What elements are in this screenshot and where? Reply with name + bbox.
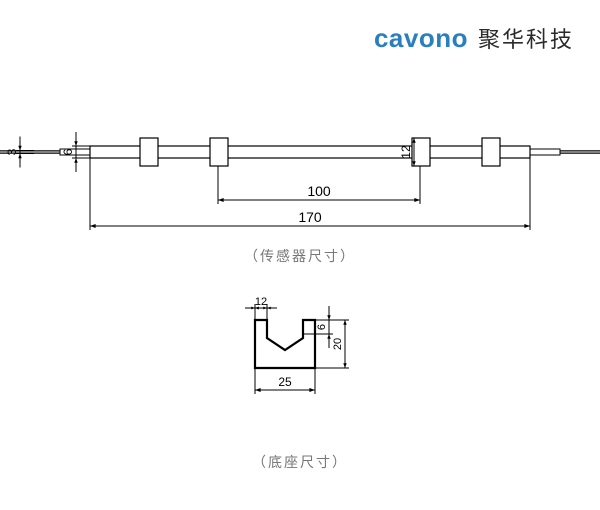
- base-drawing: 12 25 20 6: [0, 0, 600, 510]
- svg-text:12: 12: [255, 296, 267, 308]
- svg-text:25: 25: [278, 375, 292, 389]
- svg-text:6: 6: [316, 324, 328, 330]
- base-caption: （底座尺寸）: [0, 452, 600, 472]
- svg-text:20: 20: [332, 338, 344, 350]
